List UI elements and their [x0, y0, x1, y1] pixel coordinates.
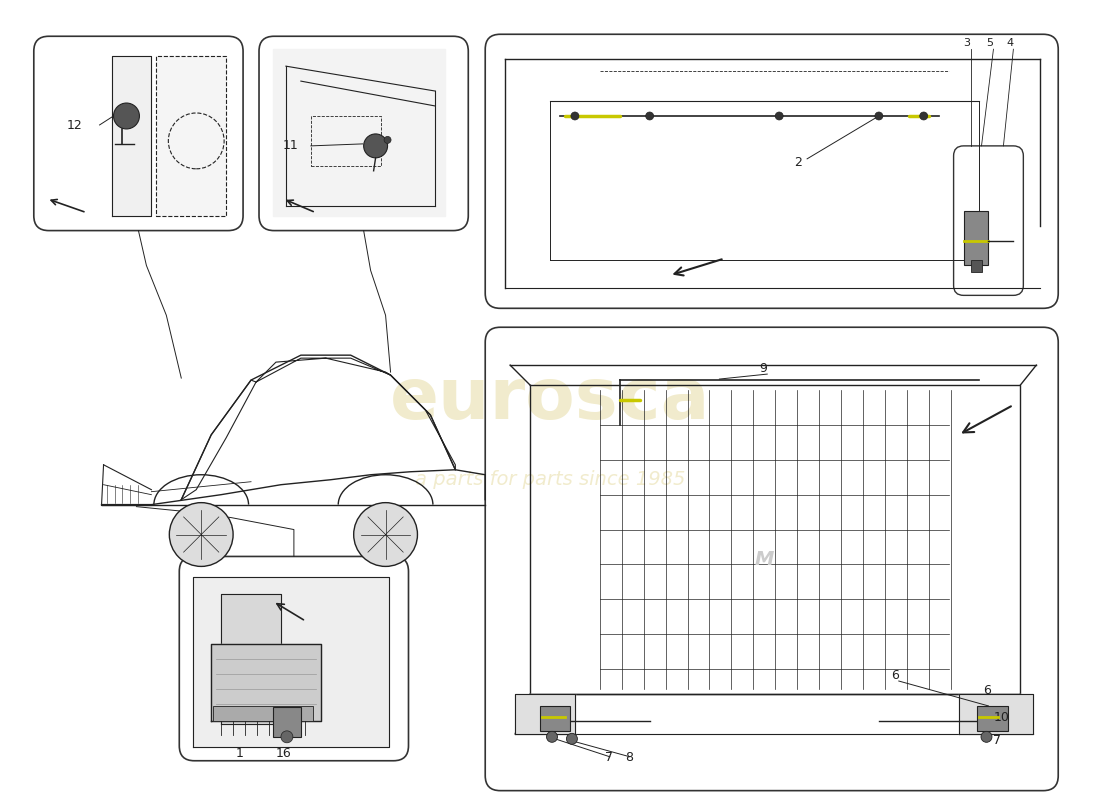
Text: 12: 12	[67, 119, 82, 132]
Circle shape	[571, 112, 579, 120]
Polygon shape	[194, 578, 388, 746]
Text: 9: 9	[759, 362, 767, 375]
Text: 11: 11	[283, 139, 299, 152]
Circle shape	[113, 103, 140, 129]
Polygon shape	[958, 694, 1033, 734]
Polygon shape	[515, 694, 575, 734]
Circle shape	[981, 731, 992, 742]
Text: 7: 7	[605, 750, 613, 764]
Text: a parts for parts since 1985: a parts for parts since 1985	[415, 470, 685, 490]
Bar	[970, 261, 982, 273]
Text: eurosca: eurosca	[389, 366, 711, 434]
Text: 16: 16	[276, 746, 292, 760]
Circle shape	[776, 112, 783, 120]
Circle shape	[364, 134, 387, 158]
Text: 6: 6	[891, 669, 899, 682]
Bar	[977, 706, 1009, 731]
Polygon shape	[211, 644, 321, 721]
Text: 3: 3	[964, 38, 970, 48]
Circle shape	[354, 502, 418, 566]
Text: 8: 8	[625, 750, 632, 764]
Text: M: M	[755, 550, 774, 569]
Bar	[964, 210, 989, 266]
Circle shape	[566, 734, 578, 744]
Polygon shape	[111, 56, 152, 216]
Text: 6: 6	[983, 684, 991, 697]
Bar	[540, 706, 570, 731]
Circle shape	[280, 731, 293, 743]
Circle shape	[547, 731, 558, 742]
Bar	[213, 706, 312, 721]
Polygon shape	[156, 56, 227, 216]
Text: 5: 5	[987, 38, 993, 48]
Circle shape	[384, 137, 392, 143]
Text: 1: 1	[236, 746, 244, 760]
Text: 2: 2	[794, 156, 802, 169]
Text: 10: 10	[993, 711, 1010, 724]
Bar	[273, 707, 301, 737]
Circle shape	[874, 112, 883, 120]
Polygon shape	[273, 50, 446, 216]
Circle shape	[169, 502, 233, 566]
Polygon shape	[221, 594, 280, 724]
Text: 7: 7	[993, 734, 1001, 747]
Circle shape	[646, 112, 653, 120]
Circle shape	[920, 112, 927, 120]
Text: 4: 4	[1006, 38, 1013, 48]
